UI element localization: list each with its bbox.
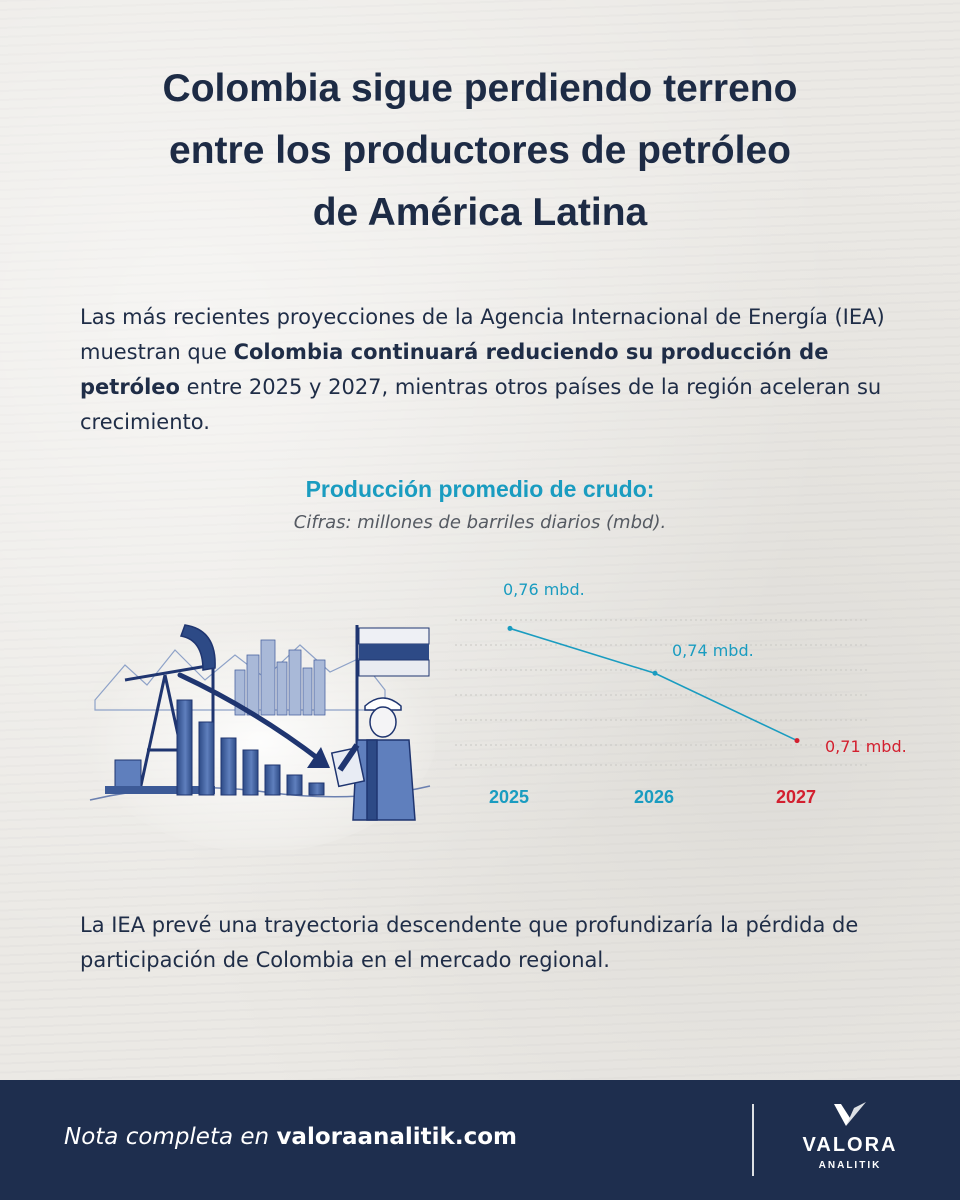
outro-paragraph: La IEA prevé una trayectoria descendente… bbox=[80, 913, 859, 972]
page-title: Colombia sigue perdiendo terreno entre l… bbox=[60, 58, 900, 244]
logo-sub: ANALITIK bbox=[818, 1160, 882, 1171]
footer-note: Nota completa en valoraanalitik.com bbox=[64, 1124, 517, 1150]
intro-text-start: Las más recientes proyecciones de la Age… bbox=[80, 305, 885, 364]
intro-text-bold: Colombia continuará reduciendo su produc… bbox=[80, 340, 829, 399]
title-line-1: Colombia sigue perdiendo terreno bbox=[162, 67, 798, 110]
footer-divider bbox=[752, 1104, 754, 1176]
intro-paragraph: Las más recientes proyecciones de la Age… bbox=[80, 300, 885, 440]
valora-logo: VALORA ANALITIK bbox=[790, 1100, 910, 1180]
title-line-2: entre los productores de petróleo bbox=[169, 129, 791, 172]
intro-text-end: entre 2025 y 2027, mientras otros países… bbox=[80, 375, 882, 434]
chart-subtitle: Cifras: millones de barriles diarios (mb… bbox=[293, 512, 667, 533]
valora-logo-mark-icon bbox=[834, 1102, 866, 1126]
footer-site-link[interactable]: valoraanalitik.com bbox=[276, 1124, 517, 1150]
title-line-3: de América Latina bbox=[312, 191, 648, 234]
background-paper bbox=[0, 0, 960, 1080]
footer-note-lead: Nota completa en bbox=[64, 1124, 277, 1150]
logo-word: VALORA bbox=[802, 1134, 898, 1156]
oil-pumpjack-worker-illustration bbox=[85, 610, 435, 850]
footer-bar: Nota completa en valoraanalitik.com VALO… bbox=[0, 1080, 960, 1200]
chart-title: Producción promedio de crudo: bbox=[305, 476, 655, 502]
